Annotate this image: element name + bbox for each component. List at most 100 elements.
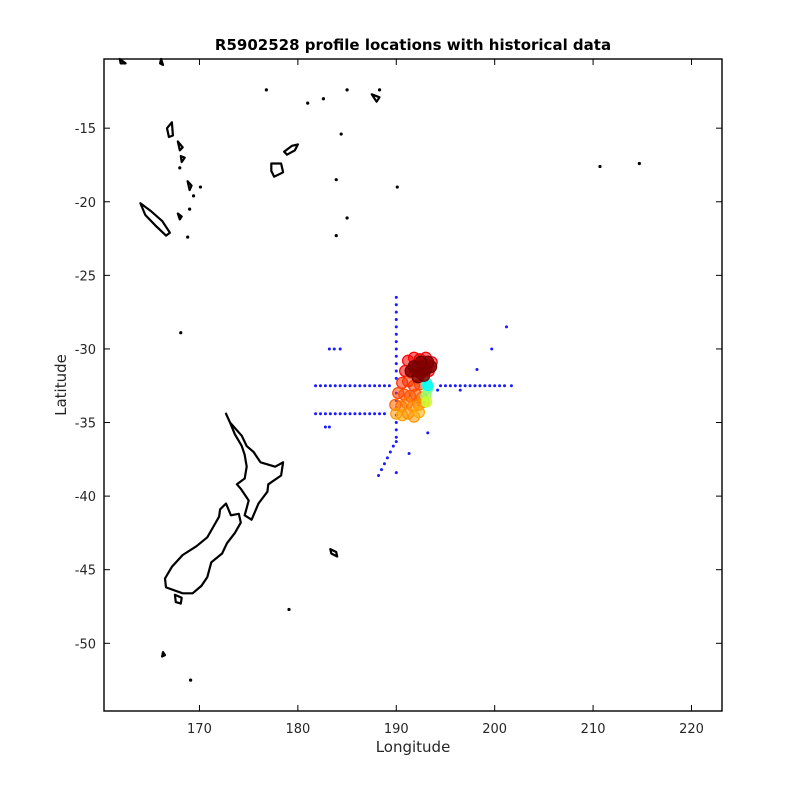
- coastline-5: [283, 143, 299, 156]
- historical-point-3: [394, 318, 398, 322]
- historical-point-49: [503, 384, 507, 388]
- islet-12: [188, 207, 192, 211]
- coastline-7: [176, 140, 184, 152]
- historical-point-83: [490, 347, 494, 351]
- historical-point-16: [394, 421, 398, 425]
- coastline-2: [173, 593, 183, 605]
- historical-point-51: [314, 412, 318, 416]
- y-tick-label-6: -45: [75, 564, 96, 579]
- historical-point-18: [394, 435, 398, 439]
- islet-14: [287, 607, 291, 612]
- historical-point-77: [394, 471, 398, 475]
- coastline-8: [179, 155, 186, 164]
- historical-point-35: [387, 384, 391, 388]
- historical-point-71: [377, 474, 381, 478]
- historical-point-78: [407, 451, 411, 455]
- x-tick-label-0: 170: [187, 722, 212, 737]
- historical-point-50: [509, 384, 513, 388]
- islet-13: [178, 166, 182, 170]
- historical-point-0: [394, 295, 398, 299]
- recent-profile-point-3: [421, 396, 433, 408]
- islet-11: [191, 194, 196, 198]
- historical-point-46: [488, 384, 492, 388]
- historical-point-48: [498, 384, 502, 388]
- historical-point-5: [394, 332, 398, 336]
- coastline-0: [224, 412, 285, 521]
- y-tick-label-2: -25: [75, 269, 96, 284]
- x-tick-label-3: 200: [482, 722, 507, 737]
- historical-point-23: [328, 384, 332, 388]
- recent-profile-point-4: [422, 380, 434, 392]
- chart-title: R5902528 profile locations with historic…: [215, 36, 611, 54]
- profile-cluster-core: [410, 360, 429, 379]
- coastline-layer: [118, 57, 641, 682]
- x-tick-label-1: 180: [285, 722, 310, 737]
- y-tick-label-4: -35: [75, 417, 96, 432]
- islet-18: [377, 88, 382, 92]
- islet-0: [264, 88, 268, 92]
- islet-9: [186, 235, 190, 239]
- historical-point-55: [333, 412, 337, 416]
- historical-point-17: [394, 428, 398, 432]
- historical-point-32: [373, 384, 377, 388]
- historical-point-43: [473, 384, 477, 388]
- historical-point-62: [368, 412, 372, 416]
- historical-point-24: [333, 384, 337, 388]
- historical-point-11: [394, 376, 398, 380]
- historical-point-45: [483, 384, 487, 388]
- historical-point-37: [443, 384, 447, 388]
- historical-point-30: [363, 384, 367, 388]
- y-tick-label-3: -30: [75, 343, 96, 358]
- historical-point-47: [493, 384, 497, 388]
- historical-point-79: [426, 431, 430, 435]
- islet-8: [334, 234, 338, 238]
- historical-point-76: [391, 444, 395, 448]
- historical-point-42: [468, 384, 472, 388]
- historical-point-69: [332, 347, 336, 351]
- coastline-13: [370, 93, 381, 103]
- historical-point-70: [338, 347, 342, 351]
- historical-point-2: [394, 310, 398, 314]
- historical-point-56: [338, 412, 342, 416]
- y-tick-label-5: -40: [75, 490, 96, 505]
- historical-point-4: [394, 325, 398, 329]
- historical-point-53: [323, 412, 327, 416]
- historical-point-1: [394, 303, 398, 307]
- historical-point-52: [318, 412, 322, 416]
- historical-point-61: [363, 412, 367, 416]
- historical-point-25: [338, 384, 342, 388]
- historical-point-73: [382, 462, 386, 466]
- coastline-11: [161, 651, 167, 658]
- historical-point-68: [327, 347, 331, 351]
- historical-point-58: [348, 412, 352, 416]
- profile-points-layer: [389, 351, 438, 423]
- tick-layer: 170 180 190 200 210 220 -15 -20 -25 -30 -35 -40 -45 -…: [75, 59, 722, 737]
- historical-point-6: [394, 340, 398, 344]
- historical-point-63: [373, 412, 377, 416]
- historical-point-41: [463, 384, 467, 388]
- historical-point-54: [328, 412, 332, 416]
- islet-19: [345, 88, 349, 92]
- historical-point-59: [353, 412, 357, 416]
- historical-point-19: [394, 440, 398, 444]
- historical-point-74: [385, 456, 389, 460]
- historical-point-33: [378, 384, 382, 388]
- historical-point-26: [343, 384, 347, 388]
- historical-point-81: [458, 388, 462, 392]
- coastline-10: [176, 212, 183, 221]
- axes-box: [103, 58, 723, 712]
- x-tick-label-2: 190: [384, 722, 409, 737]
- historical-point-39: [453, 384, 457, 388]
- x-axis-label: Longitude: [376, 738, 451, 756]
- historical-point-7: [394, 347, 398, 351]
- historical-point-84: [504, 325, 508, 329]
- historical-point-8: [394, 354, 398, 358]
- historical-point-82: [475, 368, 479, 372]
- historical-points-layer: [314, 295, 513, 478]
- islet-6: [345, 216, 349, 220]
- historical-point-40: [458, 384, 462, 388]
- historical-point-10: [394, 369, 398, 373]
- historical-point-80: [436, 388, 440, 392]
- coastline-1: [163, 502, 242, 595]
